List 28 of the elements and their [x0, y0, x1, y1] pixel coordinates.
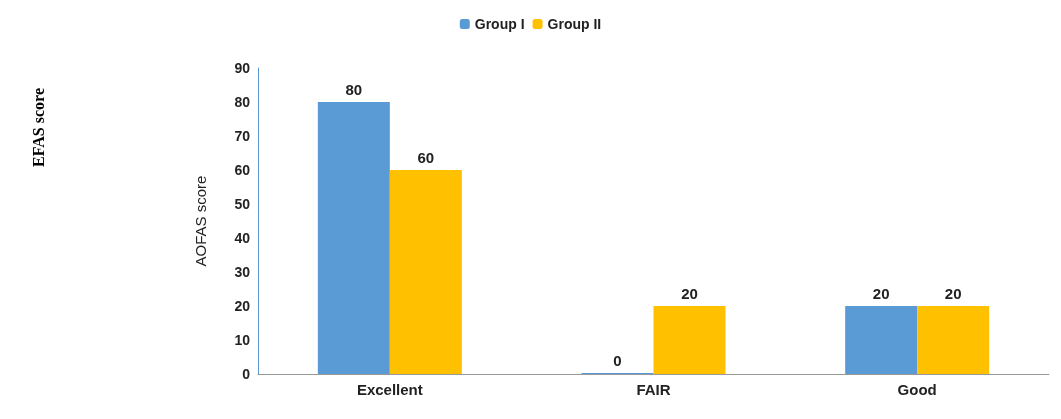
data-label: 0 — [613, 352, 622, 369]
data-label: 20 — [944, 285, 962, 302]
bar — [389, 170, 462, 374]
data-label: 80 — [345, 81, 363, 98]
y-tick-label: 20 — [234, 298, 251, 314]
y-tick-label: 0 — [242, 366, 251, 382]
bar — [653, 306, 726, 374]
bar — [917, 306, 990, 374]
bar — [317, 102, 390, 374]
text: EFAS score — [29, 88, 47, 167]
legend-label: Group II — [547, 16, 602, 32]
x-tick-label: Good — [897, 381, 937, 398]
y-tick-label: 70 — [234, 128, 251, 144]
legend-label: Group I — [474, 16, 525, 32]
y-axis-title: AOFAS score — [192, 175, 209, 267]
y-tick-label: 10 — [234, 332, 251, 348]
x-tick-label: Excellent — [356, 381, 423, 398]
y-tick-label: 50 — [234, 196, 251, 212]
data-label: 20 — [872, 285, 890, 302]
y-tick-label: 30 — [234, 264, 251, 280]
x-tick-label: FAIR — [636, 381, 671, 398]
y-tick-label: 40 — [234, 230, 251, 246]
y-tick-label: 60 — [234, 162, 251, 178]
y-tick-label: 80 — [234, 94, 251, 110]
data-label: 20 — [681, 285, 698, 302]
data-label: 60 — [417, 149, 435, 166]
bar — [845, 306, 918, 374]
y-tick-label: 90 — [234, 60, 251, 76]
